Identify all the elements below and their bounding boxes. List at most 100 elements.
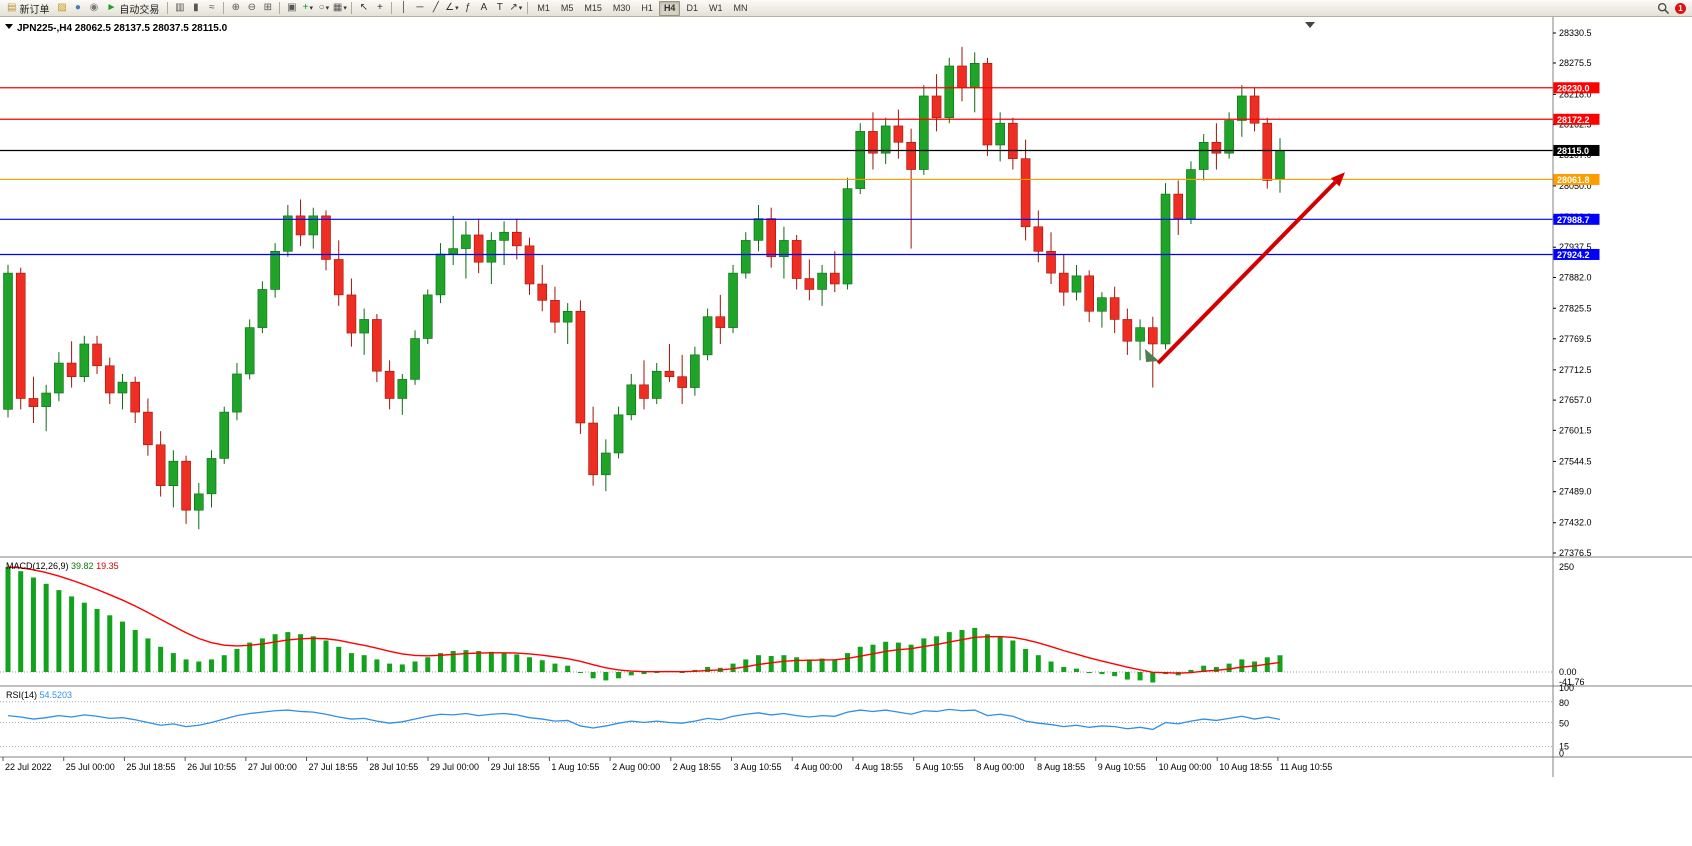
candle xyxy=(1008,117,1018,170)
candle xyxy=(1211,123,1222,170)
svg-text:1 Aug 10:55: 1 Aug 10:55 xyxy=(551,762,599,772)
bar-chart-icon-glyph: ▥ xyxy=(175,2,185,13)
candle xyxy=(1148,316,1158,388)
candle xyxy=(1186,161,1196,225)
new-order-icon: ▤ xyxy=(7,2,17,13)
fibonacci-icon[interactable]: ƒ xyxy=(460,1,475,15)
search-icon[interactable] xyxy=(1657,2,1670,15)
candle xyxy=(28,376,39,423)
arrow-start-marker[interactable] xyxy=(1145,349,1159,363)
trendline-icon[interactable]: ╱ xyxy=(428,1,443,15)
svg-text:28330.5: 28330.5 xyxy=(1559,28,1592,38)
candle xyxy=(3,264,13,418)
auto-arrange-icon[interactable]: ▣ xyxy=(284,1,299,15)
chart-header: JPN225-,H4 28062.5 28137.5 28037.5 28115… xyxy=(5,23,228,34)
arrows-icon[interactable]: ↗ ▾ xyxy=(508,1,523,15)
timeframe-button-m15[interactable]: M15 xyxy=(584,3,602,13)
candle xyxy=(880,117,891,165)
horizontal-line-icon[interactable]: ─ xyxy=(412,1,427,15)
svg-text:28 Jul 10:55: 28 Jul 10:55 xyxy=(369,762,418,772)
zoom-out-icon[interactable]: ⊖ xyxy=(244,1,259,15)
svg-text:28061.8: 28061.8 xyxy=(1557,175,1590,185)
accounts-icon[interactable]: ● xyxy=(70,1,85,15)
macd-axis[interactable]: 250 0.00-41.76 xyxy=(1559,562,1585,687)
trendline-icon-glyph: ╱ xyxy=(432,2,439,13)
rsi-label: RSI(14) 54.5203 xyxy=(6,690,72,700)
signals-icon[interactable]: ◉ xyxy=(86,1,101,15)
paint-styles-icon[interactable]: ▨ xyxy=(54,1,69,15)
candle xyxy=(473,218,484,274)
trend-arrow[interactable] xyxy=(1145,172,1345,365)
candle xyxy=(791,234,802,290)
candle xyxy=(1135,319,1145,361)
candle xyxy=(295,199,306,246)
timeframe-button-d1[interactable]: D1 xyxy=(686,3,698,13)
candle xyxy=(562,303,573,344)
text-icon[interactable]: A xyxy=(476,1,491,15)
paint-styles-icon-glyph: ▨ xyxy=(57,2,67,13)
timeframe-button-h1[interactable]: H1 xyxy=(641,3,653,13)
channel-icon[interactable]: ∠ ▾ xyxy=(444,1,459,15)
candle xyxy=(104,357,115,404)
indicators-icon[interactable]: + ▾ xyxy=(300,1,315,15)
autotrade-button[interactable]: ► 自动交易 xyxy=(102,1,163,16)
candlestick-chart-icon[interactable]: ▮ xyxy=(188,1,203,15)
candle xyxy=(893,109,904,159)
candle xyxy=(728,264,738,334)
vertical-line-icon[interactable]: │ xyxy=(396,1,411,15)
new-order-button[interactable]: ▤ 新订单 xyxy=(3,1,53,16)
rsi-line xyxy=(7,708,1281,731)
candle xyxy=(1097,292,1107,328)
collapse-triangle-icon[interactable] xyxy=(5,24,13,29)
chart-shift-marker[interactable] xyxy=(1305,22,1315,28)
candle xyxy=(906,128,916,249)
macd-label: MACD(12,26,9) 39.82 19.35 xyxy=(6,561,119,571)
tile-windows-icon-glyph: ⊞ xyxy=(263,2,273,13)
svg-text:27988.7: 27988.7 xyxy=(1557,215,1590,225)
candle xyxy=(257,281,268,334)
svg-text:25 Jul 00:00: 25 Jul 00:00 xyxy=(66,762,115,772)
dropdown-caret-icon: ▾ xyxy=(343,5,347,12)
templates-icon-glyph: ▦ xyxy=(332,2,343,13)
candle xyxy=(601,439,611,492)
periods-icon[interactable]: ○ ▾ xyxy=(316,1,331,15)
templates-icon[interactable]: ▦ ▾ xyxy=(332,1,347,15)
crosshair-icon[interactable]: + xyxy=(372,1,387,15)
timeframe-button-m30[interactable]: M30 xyxy=(612,3,631,13)
timeframe-button-w1[interactable]: W1 xyxy=(708,3,723,13)
rsi-axis[interactable]: 100 80 50 150 xyxy=(1559,683,1574,759)
accounts-icon-glyph: ● xyxy=(74,2,81,13)
notification-badge[interactable]: 1 xyxy=(1675,3,1686,14)
horizontal-lines-layer[interactable] xyxy=(0,87,1553,256)
price-chart[interactable]: 28330.528275.528218.028162.528107.028050… xyxy=(0,17,1692,841)
candle xyxy=(219,406,230,464)
timeframe-button-m1[interactable]: M1 xyxy=(537,3,550,13)
time-axis[interactable]: 22 Jul 2022 25 Jul 00:00 25 Jul 18:55 26 Ju… xyxy=(2,757,1332,772)
candle xyxy=(702,308,713,361)
tile-windows-icon[interactable]: ⊞ xyxy=(260,1,275,15)
auto-arrange-icon-glyph: ▣ xyxy=(287,2,297,13)
timeframe-button-m5[interactable]: M5 xyxy=(560,3,574,13)
zoom-in-icon[interactable]: ⊕ xyxy=(228,1,243,15)
cursor-icon[interactable]: ↖ xyxy=(356,1,371,15)
dropdown-caret-icon: ▾ xyxy=(518,5,523,12)
label-icon-glyph: T xyxy=(496,2,503,13)
svg-text:28050.0: 28050.0 xyxy=(1559,181,1592,191)
bar-chart-icon[interactable]: ▥ xyxy=(172,1,187,15)
svg-text:11 Aug 10:55: 11 Aug 10:55 xyxy=(1280,762,1332,772)
svg-text:27 Jul 18:55: 27 Jul 18:55 xyxy=(309,762,358,772)
candle xyxy=(804,259,815,301)
timeframe-button-h4[interactable]: H4 xyxy=(658,0,681,16)
line-chart-icon[interactable]: ≈ xyxy=(204,1,219,15)
label-icon[interactable]: T xyxy=(492,1,507,15)
candle xyxy=(435,243,446,304)
candle xyxy=(117,373,128,410)
candle xyxy=(448,215,459,265)
svg-text:0: 0 xyxy=(1559,749,1564,759)
svg-text:2 Aug 00:00: 2 Aug 00:00 xyxy=(612,762,660,772)
text-icon-glyph: A xyxy=(480,2,488,13)
candle xyxy=(359,308,369,355)
timeframe-button-mn[interactable]: MN xyxy=(733,3,748,13)
price-tag-28115.0: 28115.0 xyxy=(1553,144,1600,156)
svg-text:27601.5: 27601.5 xyxy=(1559,425,1592,435)
